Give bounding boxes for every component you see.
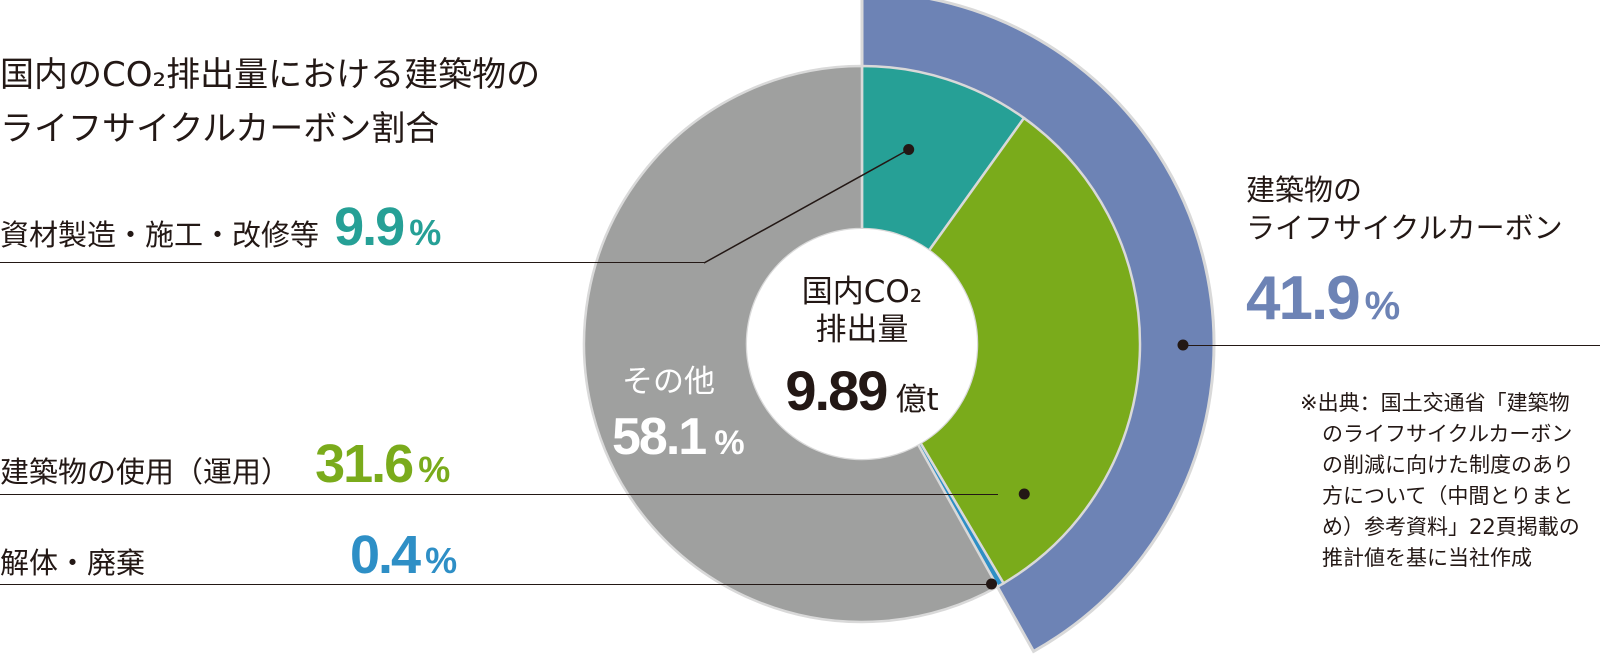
outer-value: 41.9% xyxy=(1246,268,1400,330)
slice-value-other: 58.1 % xyxy=(612,408,745,466)
slice-value-other-number: 58.1 xyxy=(612,408,706,466)
legend-label-demolition: 解体・廃棄 xyxy=(0,546,146,580)
legend-percent-operation: % xyxy=(418,449,451,490)
center-line-2: 排出量 xyxy=(816,312,909,348)
slice-value-other-percent: % xyxy=(714,424,744,462)
source-note: ※出典：国土交通省「建築物 のライフサイクルカーボン の削減に向けた制度のあり … xyxy=(1300,388,1596,574)
legend-row-materials: 資材製造・施工・改修等 9.9% xyxy=(0,200,441,254)
outer-value-percent: % xyxy=(1364,284,1401,328)
chart-title-line-2: ライフサイクルカーボン割合 xyxy=(0,109,440,149)
center-disc xyxy=(747,229,977,459)
outer-label-line-1: 建築物の xyxy=(1246,173,1363,207)
outer-value-number: 41.9 xyxy=(1246,264,1361,333)
legend-rule-operation xyxy=(0,494,998,495)
center-total-value: 9.89 xyxy=(785,359,887,422)
legend-row-demolition: 解体・廃棄 0.4% xyxy=(0,528,457,582)
legend-rule-materials xyxy=(0,262,704,263)
source-note-line: 推計値を基に当社作成 xyxy=(1322,546,1532,570)
leader-lines xyxy=(703,144,1189,590)
source-note-line: 方について（中間とりまと xyxy=(1322,484,1574,508)
source-note-line: ※出典：国土交通省「建築物 xyxy=(1300,391,1570,415)
legend-value-operation: 31.6 xyxy=(315,434,414,494)
center-total: 9.89 億t xyxy=(785,359,938,422)
center-line-1: 国内CO₂ xyxy=(802,274,922,310)
leader-lifecycle-dot xyxy=(1177,339,1189,351)
legend-rule-demolition xyxy=(0,584,994,585)
legend-row-operation: 建築物の使用（運用） 31.6% xyxy=(0,437,450,491)
legend-label-operation: 建築物の使用（運用） xyxy=(0,455,291,489)
leader-operation-dot xyxy=(1018,488,1030,500)
slice-label-other: その他 xyxy=(622,364,715,400)
source-note-line: の削減に向けた制度のあり xyxy=(1322,453,1574,477)
leader-materials-line xyxy=(703,148,910,264)
legend-percent-demolition: % xyxy=(425,540,458,581)
outer-rule xyxy=(1184,345,1600,346)
legend-label-materials: 資材製造・施工・改修等 xyxy=(0,218,320,252)
chart-slices xyxy=(582,0,1216,654)
source-note-line: のライフサイクルカーボン xyxy=(1322,422,1573,446)
outer-label-line-2: ライフサイクルカーボン xyxy=(1246,211,1563,245)
leader-materials-dot xyxy=(903,144,915,156)
legend-value-materials: 9.9 xyxy=(334,197,405,257)
center-total-unit: 億t xyxy=(895,382,938,418)
legend-value-demolition: 0.4 xyxy=(350,525,421,585)
legend-percent-materials: % xyxy=(409,212,442,253)
chart-title-line-1: 国内のCO₂排出量における建築物の xyxy=(0,55,541,95)
source-note-line: め）参考資料」22頁掲載の xyxy=(1322,515,1580,539)
